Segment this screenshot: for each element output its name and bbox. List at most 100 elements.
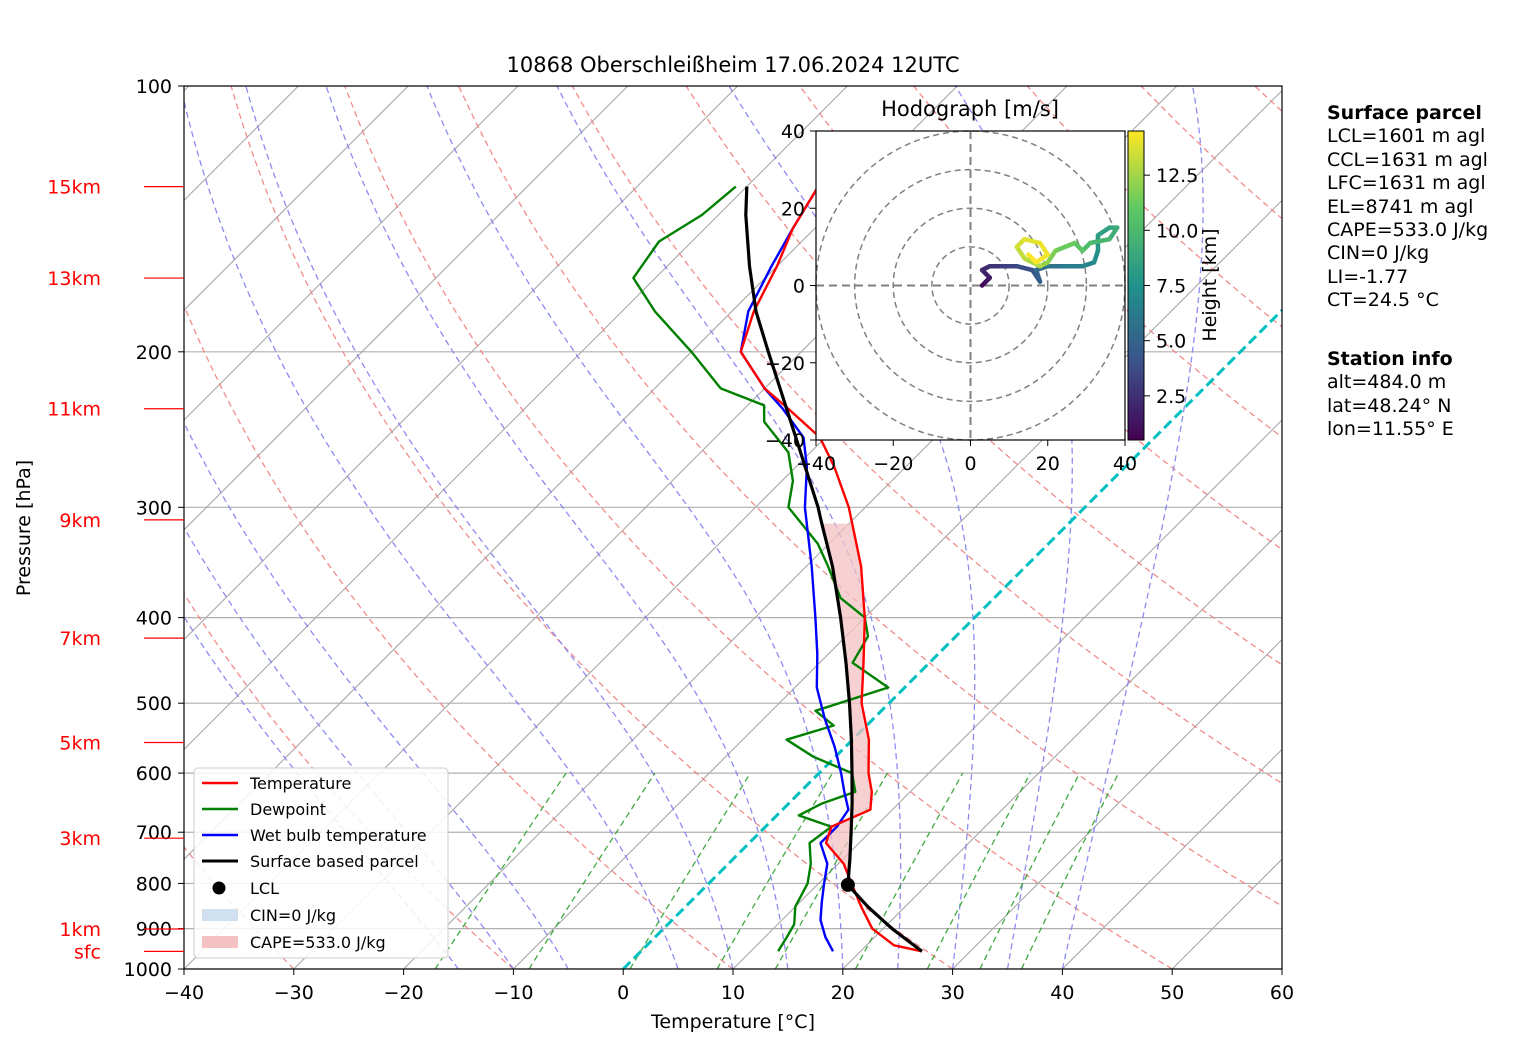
hodograph-y-tick-label: 40: [781, 121, 805, 143]
moist-adiabat-line: [184, 421, 569, 969]
dewpoint-line: [632, 185, 890, 952]
wind-barb-full: [1325, 703, 1330, 723]
colorbar-tick-label: 12.5: [1156, 165, 1198, 187]
wind-barb: [1282, 951, 1332, 961]
hodograph-x-tick-label: −40: [796, 453, 836, 475]
parcel-cape: CAPE=533.0 J/kg: [1327, 219, 1489, 242]
wind-barb-staff: [1281, 772, 1282, 774]
isotherm-line: [184, 86, 629, 531]
dry-adiabat-line: [184, 303, 734, 969]
hodograph-segment: [1037, 240, 1050, 257]
legend-lcl-label: LCL: [250, 879, 279, 898]
wind-barb-full: [1324, 559, 1332, 578]
wind-barb: [1281, 914, 1324, 942]
wind-barb-full: [1325, 736, 1332, 755]
wind-barb: [1281, 893, 1335, 929]
x-tick-label: 0: [617, 982, 629, 1004]
wind-barb-full: [1318, 660, 1325, 679]
wind-barb-half: [1321, 423, 1327, 431]
wind-barb-full: [1311, 613, 1319, 632]
hodograph-ring: [931, 246, 1010, 325]
height-label: 3km: [59, 828, 101, 850]
hodograph-segment: [1053, 240, 1078, 253]
colorbar-label: Height [km]: [1199, 228, 1221, 341]
hodograph-segment: [1107, 225, 1120, 242]
mixing-ratio-line: [434, 772, 567, 969]
mixing-ratio-line: [1020, 772, 1120, 969]
y-tick-label: 200: [136, 342, 172, 364]
wind-barb-full: [1325, 834, 1339, 849]
station-lon: lon=11.55° E: [1327, 418, 1454, 441]
hodograph-segment: [1095, 225, 1112, 238]
parcel-cin: CIN=0 J/kg: [1327, 242, 1430, 265]
height-label: 9km: [59, 510, 101, 532]
hodograph-segment: [1087, 236, 1112, 246]
parcel-el: EL=8741 m agl: [1327, 195, 1474, 218]
parcel-ct: CT=24.5 °C: [1327, 289, 1439, 312]
wind-barb-staff: [1281, 506, 1282, 508]
moist-adiabat-line: [245, 86, 734, 969]
hodograph-y-tick-label: 20: [781, 198, 805, 220]
y-tick-label: 100: [136, 76, 172, 98]
isotherm-line: [513, 199, 1282, 969]
isotherm-line: [184, 86, 519, 421]
hodograph-x-tick-label: 0: [964, 453, 976, 475]
mixing-ratio-line: [528, 772, 656, 969]
wind-barb-staff: [1281, 831, 1282, 833]
hodograph-ring: [892, 207, 1049, 364]
wind-barb-half: [1319, 862, 1327, 869]
parcel-li: LI=-1.77: [1327, 265, 1409, 288]
height-label: 1km: [59, 919, 101, 941]
wind-barb: [1281, 819, 1340, 837]
height-label: 11km: [47, 399, 101, 421]
wind-barb: [1281, 766, 1329, 775]
wind-barb-full: [1331, 609, 1339, 628]
wind-barb: [1282, 703, 1337, 723]
wind-barb-staff: [1281, 882, 1282, 884]
wind-barb-staff: [1281, 802, 1282, 804]
colorbar-tick-label: 2.5: [1156, 386, 1186, 408]
legend-cin-label: CIN=0 J/kg: [250, 906, 336, 925]
station-info-header: Station info: [1327, 348, 1453, 370]
legend-wetbulb-label: Wet bulb temperature: [250, 826, 427, 845]
wind-barb-full: [1330, 819, 1340, 837]
wind-barb-half: [1321, 338, 1327, 346]
hodograph-y-tick-label: −20: [765, 353, 805, 375]
height-label: 15km: [47, 177, 101, 199]
wind-barb-full: [1317, 893, 1335, 904]
hodograph-x-tick-label: 20: [1036, 453, 1060, 475]
parcel-ccl: CCL=1631 m agl: [1327, 148, 1488, 171]
wind-barb: [1281, 609, 1339, 632]
wind-barb-half: [1324, 766, 1329, 775]
wind-barb-full: [1318, 703, 1323, 723]
x-tick-label: 30: [941, 982, 965, 1004]
wind-barb-full: [1331, 795, 1339, 814]
wind-barb: [1281, 795, 1339, 814]
legend-temperature-label: Temperature: [249, 774, 351, 793]
wind-barb-full: [1325, 659, 1332, 678]
hodograph-x-tick-label: −20: [873, 453, 913, 475]
wind-barb-flag: [1324, 499, 1334, 519]
height-label: 13km: [47, 268, 101, 290]
y-axis-label: Pressure [hPa]: [13, 460, 35, 596]
wind-barb-full: [1332, 703, 1337, 723]
wind-barb-half: [1318, 737, 1322, 747]
wind-barb-full: [1319, 837, 1333, 852]
legend: Temperature Dewpoint Wet bulb temperatur…: [193, 767, 449, 959]
y-tick-label: 300: [136, 497, 172, 519]
wind-barb-half: [1315, 914, 1324, 920]
chart-title: 10868 Oberschleißheim 17.06.2024 12UTC: [507, 53, 960, 77]
isotherm-line: [732, 419, 1282, 969]
x-tick-label: 10: [721, 982, 745, 1004]
wind-barb-staff: [1281, 436, 1282, 438]
hodograph-segment: [1014, 244, 1027, 261]
x-tick-label: 50: [1160, 982, 1184, 1004]
wind-barb-half: [1304, 614, 1309, 623]
mixing-ratio-line: [774, 772, 888, 969]
mixing-ratio-line: [629, 772, 751, 969]
parcel-lfc: LFC=1631 m agl: [1327, 172, 1486, 195]
hodograph-x-tick-label: 40: [1113, 453, 1137, 475]
wind-barb-staff: [1281, 738, 1282, 740]
wind-barb-staff: [1281, 927, 1282, 929]
